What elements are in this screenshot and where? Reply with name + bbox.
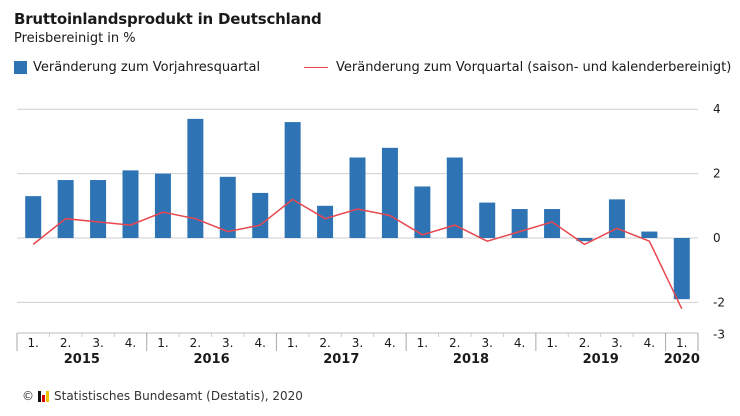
- x-tick-label: 1.: [417, 336, 428, 350]
- line-legend-swatch: [304, 67, 328, 68]
- x-tick-label: 2.: [60, 336, 71, 350]
- x-tick-label: 2.: [579, 336, 590, 350]
- y-tick-label: -3: [713, 328, 725, 342]
- legend-item-bars: Veränderung zum Vorjahresquartal: [14, 60, 260, 75]
- bar: [576, 238, 593, 242]
- x-tick-label: 4.: [125, 336, 136, 350]
- x-tick-label: 1.: [676, 336, 687, 350]
- x-tick-label: 4.: [384, 336, 395, 350]
- bar: [673, 238, 690, 300]
- x-tick-label: 3.: [481, 336, 492, 350]
- bar: [90, 180, 107, 238]
- x-tick-label: 3.: [611, 336, 622, 350]
- bar: [446, 157, 463, 238]
- bar: [284, 122, 301, 238]
- x-group-label: 2015: [64, 352, 100, 367]
- bar: [479, 202, 496, 238]
- x-group-label: 2018: [453, 352, 489, 367]
- x-group-label: 2017: [323, 352, 359, 367]
- source-text: Statistisches Bundesamt (Destatis), 2020: [54, 389, 303, 403]
- chart-subtitle: Preisbereinigt in %: [14, 31, 136, 46]
- x-tick-label: 2.: [319, 336, 330, 350]
- bar: [219, 176, 236, 238]
- chart-title: Bruttoinlandsprodukt in Deutschland: [14, 10, 322, 28]
- bar: [641, 231, 658, 238]
- legend-item-line: Veränderung zum Vorquartal (saison- und …: [304, 60, 731, 75]
- bar-legend-swatch: [14, 61, 27, 74]
- footer: © Statistisches Bundesamt (Destatis), 20…: [22, 389, 303, 403]
- x-tick-label: 3.: [352, 336, 363, 350]
- x-tick-label: 3.: [222, 336, 233, 350]
- bar: [349, 157, 366, 238]
- x-tick-label: 4.: [254, 336, 265, 350]
- y-tick-label: 4: [713, 102, 721, 116]
- bar: [187, 118, 204, 238]
- line-series: [32, 198, 683, 310]
- bar: [25, 196, 42, 238]
- legend-label-line: Veränderung zum Vorquartal (saison- und …: [336, 60, 732, 75]
- legend-label-bars: Veränderung zum Vorjahresquartal: [33, 60, 261, 75]
- bar: [608, 199, 625, 238]
- copyright-symbol: ©: [22, 389, 34, 403]
- bar: [544, 209, 561, 238]
- x-tick-label: 2.: [449, 336, 460, 350]
- x-tick-label: 4.: [514, 336, 525, 350]
- bar: [317, 205, 334, 238]
- bar: [252, 192, 269, 238]
- bar: [154, 173, 171, 238]
- x-tick-label: 1.: [157, 336, 168, 350]
- bar: [122, 170, 139, 238]
- y-tick-label: 2: [713, 167, 721, 181]
- x-group-label: 2016: [193, 352, 229, 367]
- x-group-label: 2019: [583, 352, 619, 367]
- destatis-logo-icon: [38, 390, 49, 402]
- x-tick-label: 3.: [92, 336, 103, 350]
- x-group-label: 2020: [664, 352, 700, 367]
- y-tick-label: -2: [713, 295, 725, 309]
- x-tick-label: 4.: [644, 336, 655, 350]
- bar: [381, 147, 398, 238]
- y-tick-label: 0: [713, 231, 721, 245]
- x-tick-label: 1.: [27, 336, 38, 350]
- bar: [57, 180, 74, 238]
- x-tick-label: 1.: [287, 336, 298, 350]
- x-tick-label: 1.: [546, 336, 557, 350]
- x-tick-label: 2.: [190, 336, 201, 350]
- bar: [414, 186, 431, 238]
